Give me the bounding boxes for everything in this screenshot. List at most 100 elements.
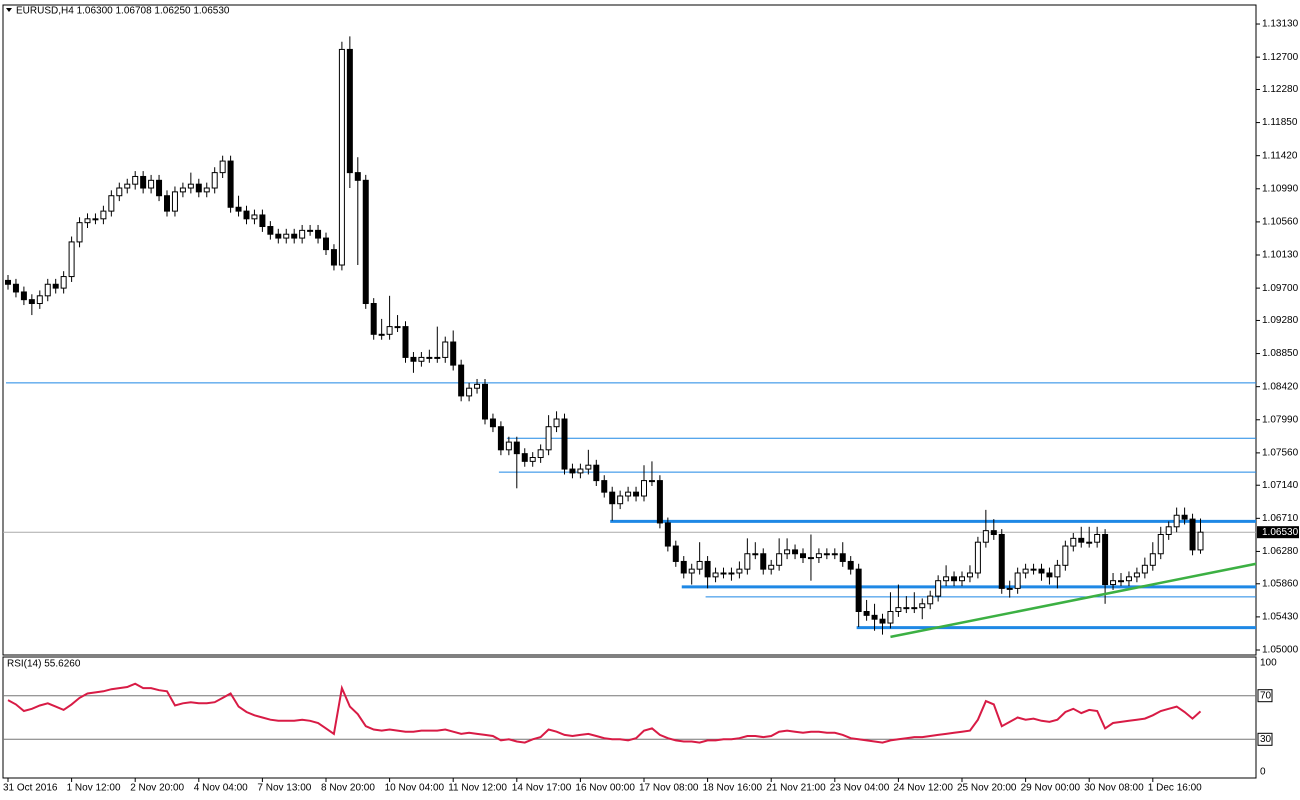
- candle-body: [553, 418, 560, 428]
- candle-body: [84, 218, 91, 224]
- candle-body: [959, 576, 965, 582]
- x-tick-label: 25 Nov 20:00: [957, 783, 1017, 794]
- candle-body: [497, 426, 504, 451]
- current-price-label: 1.06530: [1262, 527, 1299, 538]
- candle-body: [60, 276, 67, 289]
- x-tick-label: 2 Nov 20:00: [130, 783, 184, 794]
- candle-body: [1173, 514, 1180, 528]
- candle-body: [418, 356, 425, 362]
- candle-body: [1070, 537, 1077, 547]
- candle-body: [974, 541, 981, 574]
- candle-body: [736, 568, 743, 574]
- candle-body: [219, 160, 226, 174]
- candle-body: [688, 568, 695, 574]
- candle-body: [315, 229, 322, 239]
- candle-body: [5, 279, 11, 285]
- y-tick-label: 1.10990: [1262, 183, 1299, 194]
- candle-body: [362, 179, 369, 305]
- candle-body: [1094, 534, 1101, 543]
- x-tick-label: 4 Nov 04:00: [194, 783, 248, 794]
- candle-body: [291, 233, 298, 239]
- candle-body: [1022, 568, 1029, 574]
- candle-body: [458, 364, 465, 397]
- candle-body: [52, 283, 59, 289]
- candle-body: [1125, 576, 1132, 582]
- candle-body: [609, 491, 616, 505]
- candle-body: [394, 326, 401, 329]
- y-tick-label: 1.11850: [1262, 117, 1298, 128]
- candle-body: [489, 418, 496, 428]
- candle-body: [76, 222, 83, 243]
- y-tick-label: 1.05000: [1262, 645, 1299, 656]
- candle-body: [569, 468, 576, 474]
- candle-body: [839, 553, 846, 562]
- candle-body: [1110, 580, 1117, 586]
- y-tick-label: 1.10130: [1262, 250, 1299, 261]
- menu-arrow[interactable]: [6, 8, 12, 12]
- candle-body: [410, 356, 417, 362]
- x-tick-label: 31 Oct 2016: [3, 783, 58, 794]
- candle-body: [323, 237, 329, 251]
- candle-body: [951, 576, 958, 582]
- x-tick-label: 14 Nov 17:00: [512, 783, 572, 794]
- candle-body: [513, 441, 520, 455]
- candle-body: [784, 549, 791, 555]
- chart-header: EURUSD,H4 1.06300 1.06708 1.06250 1.0653…: [16, 6, 230, 17]
- candle-body: [283, 233, 290, 239]
- candle-body: [720, 572, 727, 575]
- x-tick-label: 30 Nov 08:00: [1084, 783, 1144, 794]
- candle-body: [1197, 531, 1204, 551]
- x-tick-label: 11 Nov 12:00: [448, 783, 507, 794]
- candle-body: [895, 607, 902, 612]
- candle-body: [482, 383, 488, 420]
- candle-body: [20, 291, 27, 301]
- candle-body: [140, 175, 147, 189]
- candle-body: [704, 560, 711, 578]
- candle-body: [1189, 518, 1196, 551]
- candle-body: [648, 480, 655, 483]
- candle-body: [100, 210, 107, 220]
- candle-body: [505, 441, 512, 451]
- candle-body: [641, 480, 647, 497]
- candle-body: [354, 172, 361, 181]
- candle-body: [887, 610, 894, 624]
- candle-body: [1086, 541, 1093, 544]
- y-tick-label: 1.11420: [1262, 150, 1298, 161]
- y-tick-label: 1.06710: [1262, 513, 1299, 524]
- rsi-tick-box: [1257, 732, 1273, 746]
- candle-body: [792, 549, 799, 555]
- x-tick-label: 18 Nov 16:00: [703, 783, 763, 794]
- candle-body: [307, 229, 314, 232]
- candle-body: [68, 241, 75, 278]
- candle-body: [1062, 545, 1069, 566]
- x-tick-label: 8 Nov 20:00: [321, 783, 375, 794]
- candle-body: [346, 48, 353, 174]
- candle-body: [1038, 568, 1045, 574]
- y-tick-label: 1.07990: [1262, 414, 1299, 425]
- candle-body: [156, 179, 163, 197]
- candle-body: [179, 187, 186, 193]
- x-tick-label: 7 Nov 13:00: [257, 783, 311, 794]
- candle-body: [768, 564, 775, 570]
- candle-body: [370, 303, 377, 335]
- candle-body: [1165, 526, 1172, 536]
- x-tick-label: 17 Nov 08:00: [639, 783, 699, 794]
- candle-body: [1149, 553, 1156, 566]
- candle-body: [712, 572, 719, 578]
- candle-body: [776, 553, 783, 566]
- candle-body: [664, 522, 671, 547]
- candle-body: [998, 534, 1005, 589]
- x-tick-label: 1 Nov 12:00: [67, 783, 121, 794]
- y-tick-label: 1.05860: [1262, 578, 1299, 589]
- candle-body: [863, 610, 870, 616]
- candle-body: [330, 249, 337, 266]
- y-tick-label: 1.06280: [1262, 546, 1299, 557]
- candle-body: [831, 553, 838, 556]
- candle-body: [815, 553, 822, 559]
- y-tick-label: 1.08420: [1262, 381, 1299, 392]
- candle-body: [28, 299, 35, 305]
- candle-body: [871, 614, 878, 620]
- candle-body: [171, 191, 178, 212]
- x-tick-label: 10 Nov 04:00: [385, 783, 445, 794]
